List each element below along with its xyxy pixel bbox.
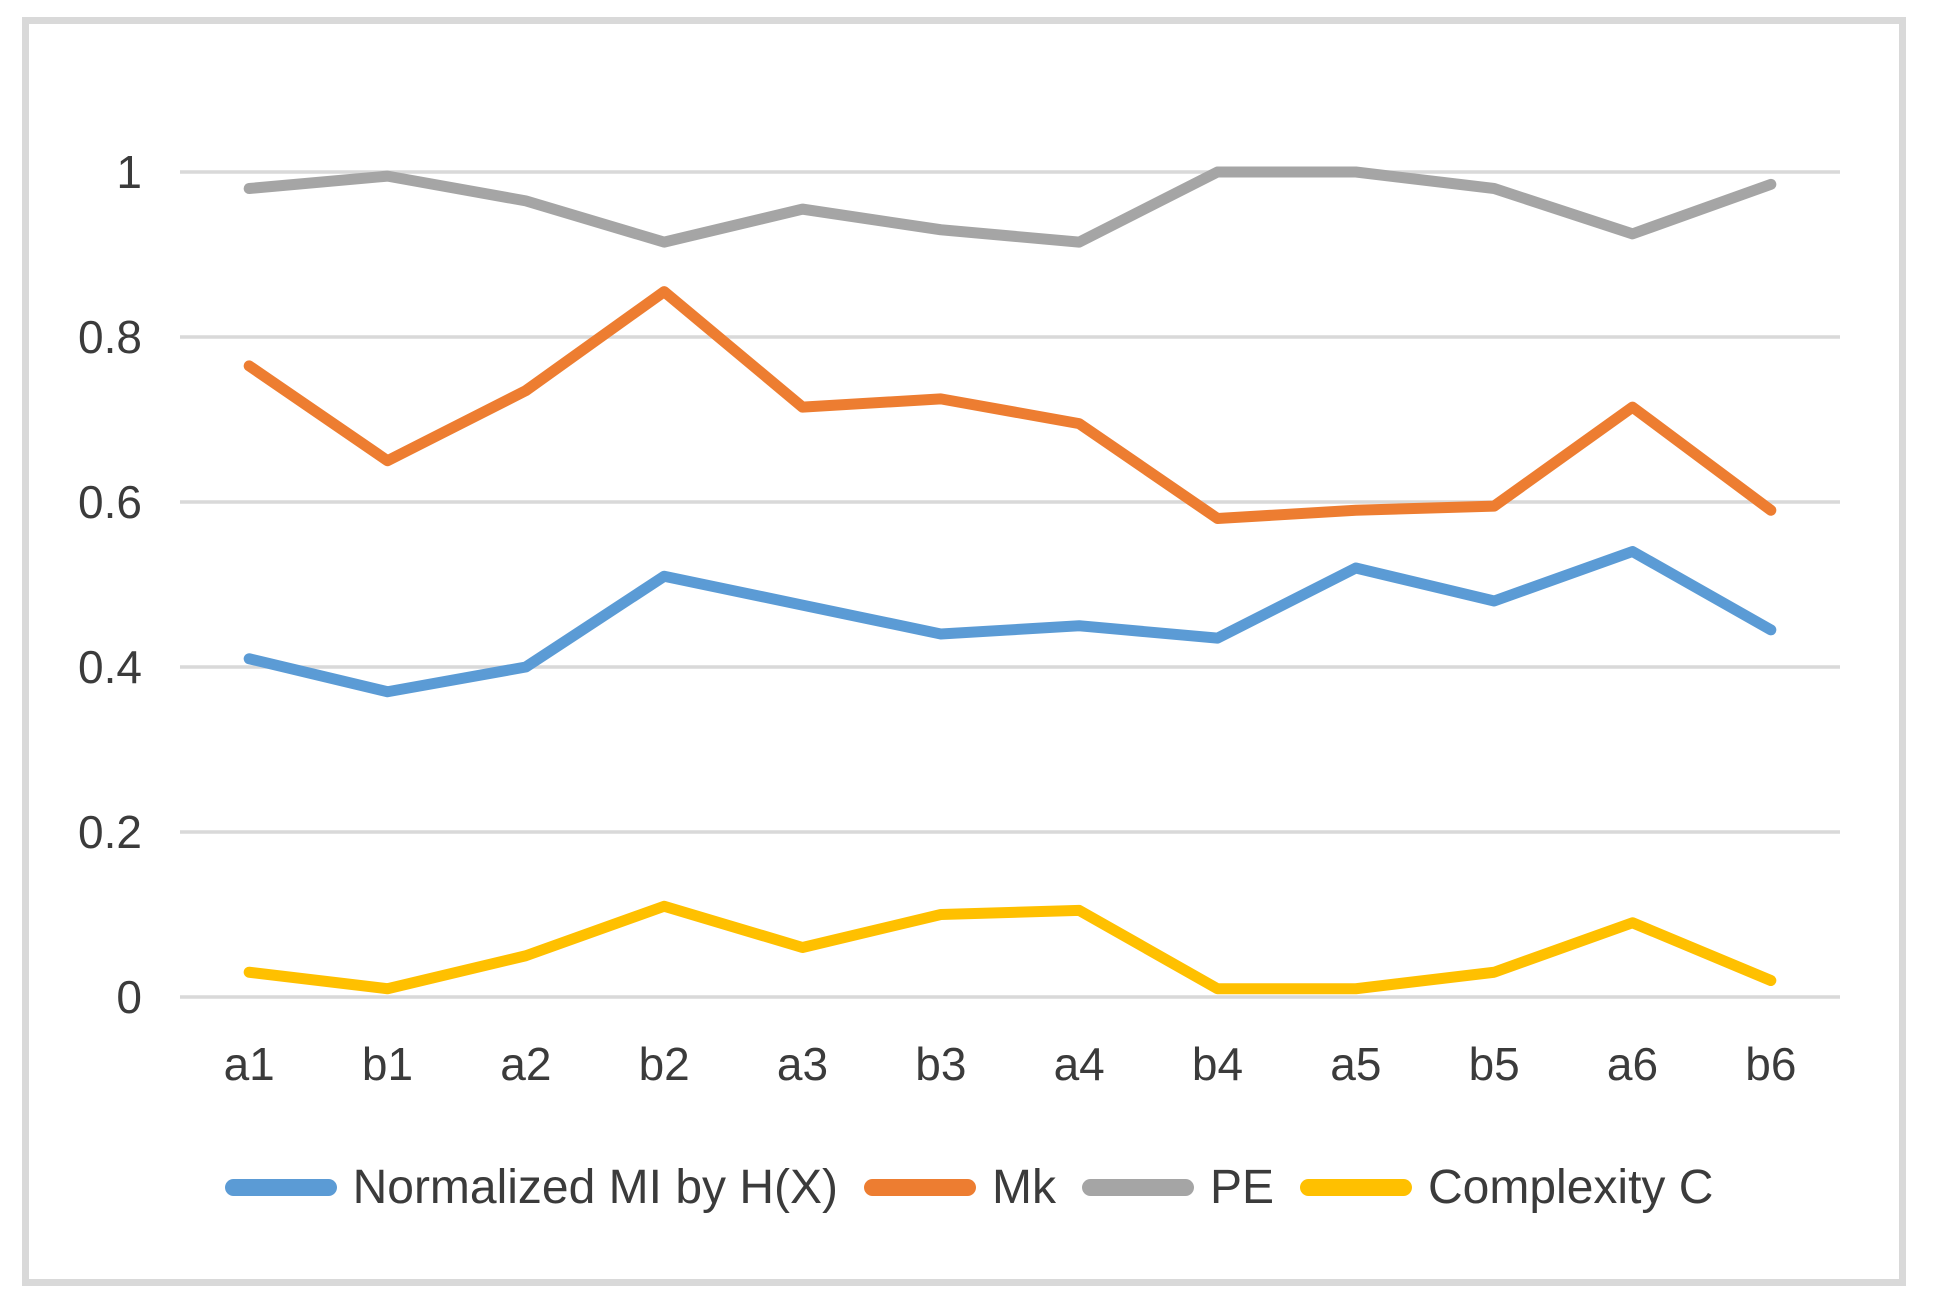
x-axis-category-label: a1 <box>224 1038 275 1090</box>
legend-swatch-pe <box>1081 1179 1194 1196</box>
legend-label-mk: Mk <box>992 1161 1056 1214</box>
y-axis-tick-label: 0.2 <box>78 806 142 858</box>
legend-swatch-normalized-mi-by-h-x <box>224 1179 337 1196</box>
x-axis-category-label: b6 <box>1745 1038 1796 1090</box>
series-line-complexity-c <box>243 900 1777 995</box>
x-axis-category-label: a2 <box>500 1038 551 1090</box>
x-axis-category-label: a6 <box>1607 1038 1658 1090</box>
legend-swatch-complexity-c <box>1300 1179 1413 1196</box>
legend-item-pe: PE <box>1081 1160 1275 1215</box>
x-axis-category-label: a4 <box>1054 1038 1105 1090</box>
chart-legend: Normalized MI by H(X) Mk PE Complexity C <box>30 1160 1908 1215</box>
series-line-normalized-mi-by-h-x <box>243 546 1777 698</box>
x-axis-category-label: b5 <box>1469 1038 1520 1090</box>
x-axis-category-label: b4 <box>1192 1038 1243 1090</box>
legend-item-mk: Mk <box>864 1160 1056 1215</box>
series-line-mk <box>243 286 1777 524</box>
y-axis-tick-label: 1 <box>116 146 142 198</box>
y-axis-tick-label: 0 <box>116 971 142 1023</box>
y-axis-tick-label: 0.4 <box>78 641 142 693</box>
x-axis-category-label: b3 <box>915 1038 966 1090</box>
legend-label-complexity-c: Complexity C <box>1428 1161 1714 1214</box>
legend-label-normalized-mi-by-h-x: Normalized MI by H(X) <box>352 1161 838 1214</box>
x-axis-category-label: b2 <box>639 1038 690 1090</box>
y-axis-tick-label: 0.8 <box>78 311 142 363</box>
x-axis-category-label: a5 <box>1330 1038 1381 1090</box>
x-axis-category-label: a3 <box>777 1038 828 1090</box>
x-axis-category-label: b1 <box>362 1038 413 1090</box>
y-axis-tick-label: 0.6 <box>78 476 142 528</box>
legend-item-normalized-mi-by-h-x: Normalized MI by H(X) <box>224 1160 838 1215</box>
legend-item-complexity-c: Complexity C <box>1300 1160 1713 1215</box>
series-line-pe <box>243 166 1777 248</box>
legend-swatch-mk <box>864 1179 976 1196</box>
legend-label-pe: PE <box>1209 1161 1275 1214</box>
